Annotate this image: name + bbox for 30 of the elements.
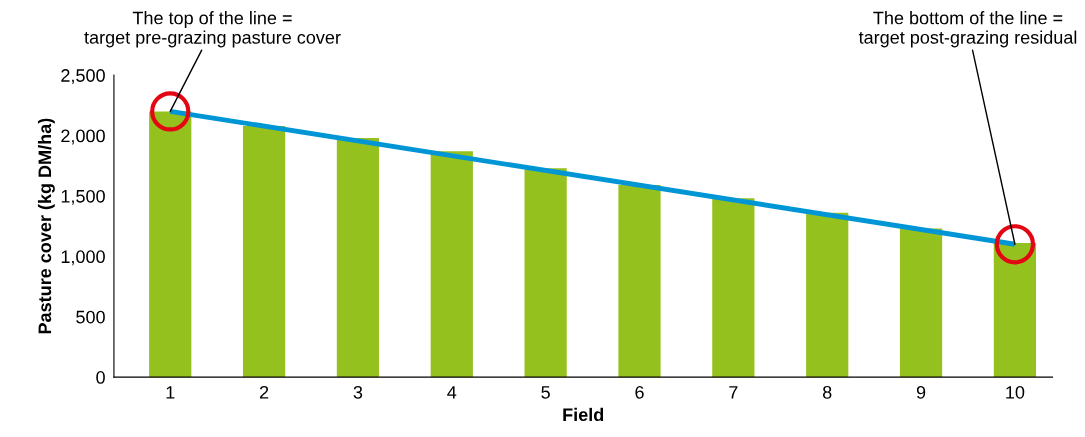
x-tick-label: 2 bbox=[259, 385, 269, 399]
bar bbox=[899, 228, 943, 378]
y-axis-title: Pasture cover (kg DM/ha) bbox=[37, 118, 55, 334]
x-tick-label: 7 bbox=[729, 386, 738, 399]
x-tick-label: 6 bbox=[635, 385, 644, 399]
x-tick-label: 5 bbox=[541, 386, 550, 399]
bar bbox=[712, 198, 755, 378]
x-tick-label: 10 bbox=[1006, 385, 1025, 399]
bar bbox=[993, 243, 1037, 378]
bar bbox=[149, 111, 192, 378]
annotation: The top of the line = target pre-grazing pasture cover bbox=[84, 11, 341, 48]
y-tick-label: 2,000 bbox=[61, 129, 105, 145]
bar bbox=[618, 185, 661, 378]
x-tick-label: 3 bbox=[353, 385, 363, 399]
x-tick-label: 9 bbox=[916, 385, 926, 399]
y-tick-label: 2,500 bbox=[61, 69, 105, 85]
y-tick-label: 500 bbox=[76, 310, 105, 324]
bar bbox=[336, 137, 380, 378]
x-axis-title: Field bbox=[563, 407, 604, 422]
bar bbox=[524, 168, 567, 378]
bar bbox=[242, 125, 286, 378]
y-tick-label: 1,000 bbox=[61, 250, 105, 266]
annotation: The bottom of the line = target post-grazing residual bbox=[858, 11, 1077, 48]
y-tick-label: 0 bbox=[96, 371, 105, 384]
x-tick-label: 1 bbox=[166, 386, 175, 399]
y-tick-label: 1,500 bbox=[61, 189, 105, 205]
x-tick-label: 4 bbox=[447, 386, 457, 399]
x-tick-label: 8 bbox=[822, 385, 832, 399]
bar bbox=[430, 151, 473, 378]
bar bbox=[806, 212, 849, 378]
